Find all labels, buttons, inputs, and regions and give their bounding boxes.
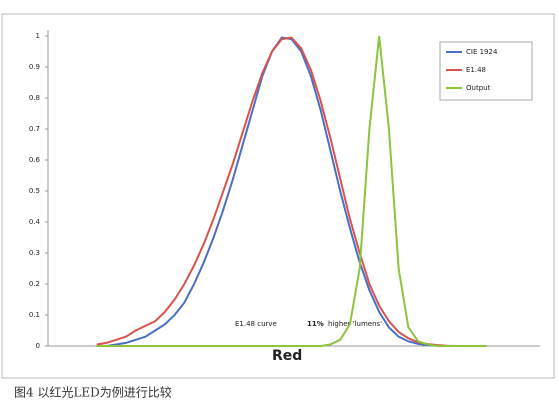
y-tick-label: 0.8 — [29, 94, 40, 102]
y-tick-label: 0.4 — [29, 218, 41, 226]
y-tick-label: 0.3 — [29, 249, 40, 257]
y-tick-label: 0.7 — [29, 125, 40, 133]
legend-label: CIE 1924 — [466, 48, 498, 56]
y-tick-label: 0.1 — [29, 311, 40, 319]
y-tick-label: 0.6 — [29, 156, 41, 164]
y-tick-label: 1 — [36, 32, 40, 40]
annotation: 11% — [307, 320, 324, 328]
annotation: higher 'lumens' — [328, 320, 382, 328]
caption: 图4 以红光LED为例进行比较 — [14, 385, 172, 400]
legend-label: Output — [466, 84, 491, 92]
legend-label: E1.48 — [466, 66, 486, 74]
y-tick-label: 0.2 — [29, 280, 40, 288]
y-tick-label: 0.5 — [29, 187, 40, 195]
series-line — [96, 35, 487, 347]
y-tick-label: 0.9 — [29, 63, 40, 71]
series-line — [96, 36, 487, 347]
y-tick-label: 0 — [36, 342, 40, 350]
annotation: Red — [272, 348, 302, 364]
annotation: E1.48 curve — [235, 320, 277, 328]
